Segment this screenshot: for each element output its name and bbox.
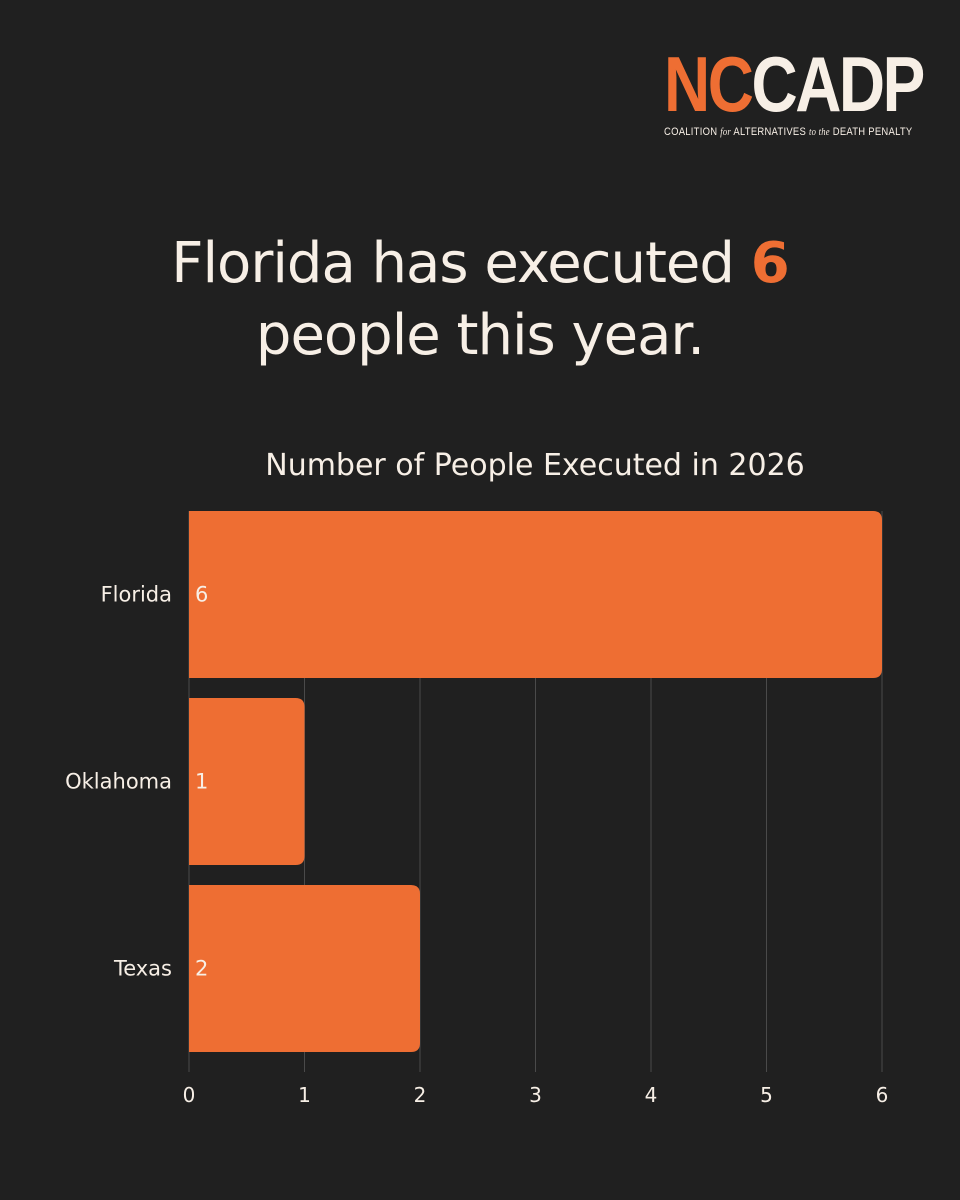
logo-cadp: CADP [751, 40, 925, 128]
headline-before: Florida has executed [171, 231, 735, 296]
tick-label-1: 1 [298, 1083, 311, 1107]
tick-label-3: 3 [529, 1083, 542, 1107]
tick-label-0: 0 [183, 1083, 196, 1107]
value-label-florida: 6 [195, 583, 208, 607]
tick-label-4: 4 [645, 1083, 658, 1107]
bar-oklahoma [189, 698, 305, 865]
value-label-oklahoma: 1 [195, 770, 208, 794]
tick-label-2: 2 [414, 1083, 427, 1107]
logo-tagline: COALITION for ALTERNATIVES to the DEATH … [664, 126, 912, 138]
category-label-texas: Texas [113, 957, 172, 981]
tick-label-6: 6 [876, 1083, 889, 1107]
bar-florida [189, 511, 882, 678]
category-label-oklahoma: Oklahoma [65, 770, 172, 794]
headline-after: people this year. [255, 303, 705, 368]
logo-sub-1: COALITION [664, 126, 718, 138]
logo-sub-2: for [720, 127, 732, 138]
logo-sub-4: to the [808, 127, 830, 138]
logo-sub-5: DEATH PENALTY [832, 126, 913, 138]
bar-texas [189, 885, 420, 1052]
logo-sub-3: ALTERNATIVES [733, 126, 807, 138]
headline: Florida has executed 6 people this year. [0, 228, 960, 372]
headline-number: 6 [750, 231, 790, 296]
category-label-florida: Florida [101, 583, 172, 607]
logo-nc: NC [664, 40, 754, 128]
tick-label-5: 5 [760, 1083, 773, 1107]
chart-title: Number of People Executed in 2026 [265, 448, 805, 483]
nccadp-logo: NCCADP COALITION for ALTERNATIVES to the… [664, 45, 925, 138]
value-label-texas: 2 [195, 957, 208, 981]
logo-wordmark: NCCADP [664, 45, 925, 123]
